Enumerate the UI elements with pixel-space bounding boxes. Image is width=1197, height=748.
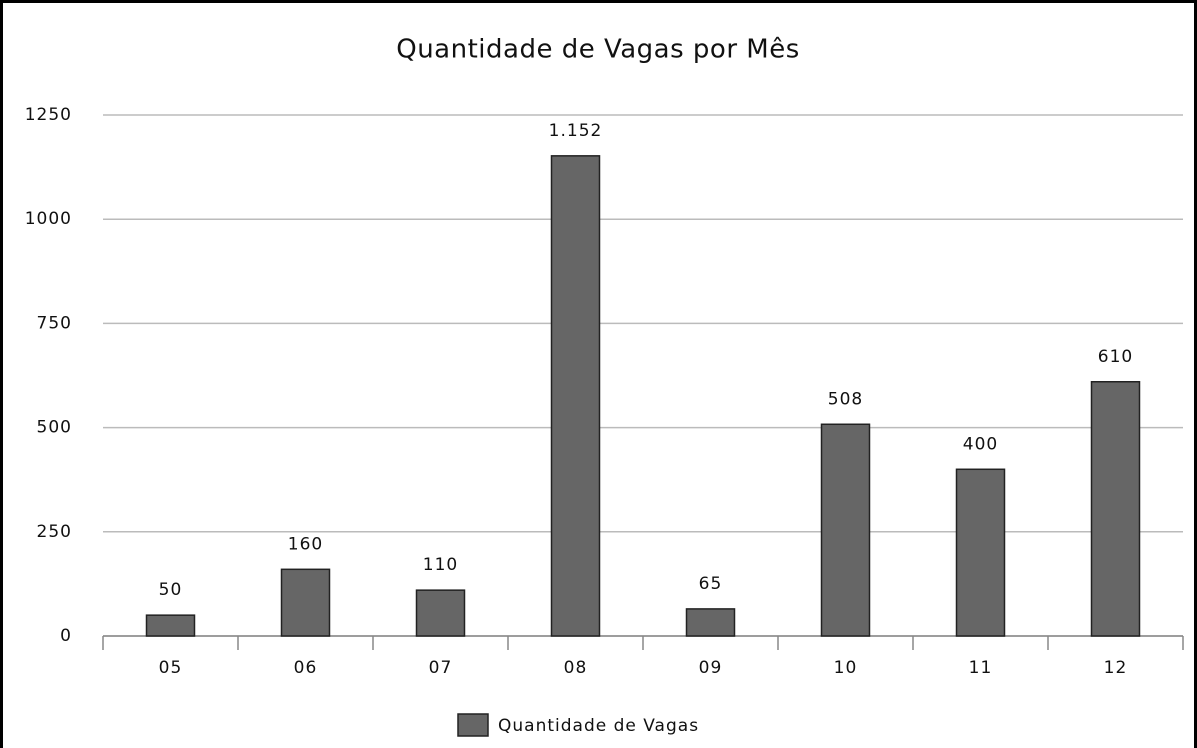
- x-tick-label: 07: [429, 658, 453, 678]
- data-label: 1.152: [549, 121, 603, 141]
- y-tick-label: 0: [60, 626, 72, 646]
- bar: [280, 568, 331, 637]
- bar: [550, 155, 601, 637]
- legend-label: Quantidade de Vagas: [498, 716, 699, 736]
- y-tick-label: 500: [37, 418, 72, 438]
- bar: [955, 468, 1006, 637]
- x-tick-label: 12: [1104, 658, 1128, 678]
- x-tick-label: 08: [564, 658, 588, 678]
- x-tick-label: 11: [969, 658, 993, 678]
- bar: [145, 614, 196, 637]
- y-tick-label: 1000: [25, 209, 72, 229]
- y-tick-label: 1250: [25, 105, 72, 125]
- data-label: 110: [423, 555, 458, 575]
- x-tick-label: 06: [294, 658, 318, 678]
- y-tick-label: 250: [37, 522, 72, 542]
- data-label: 400: [963, 434, 998, 454]
- chart-title: Quantidade de Vagas por Mês: [396, 35, 800, 65]
- y-tick-label: 750: [37, 313, 72, 333]
- bar: [1090, 381, 1141, 637]
- data-label: 508: [828, 389, 863, 409]
- bar: [820, 423, 871, 637]
- data-label: 65: [699, 574, 723, 594]
- x-tick-label: 09: [699, 658, 723, 678]
- x-tick-label: 10: [834, 658, 858, 678]
- bar: [685, 608, 736, 637]
- x-tick-label: 05: [159, 658, 183, 678]
- data-label: 610: [1098, 347, 1133, 367]
- data-label: 160: [288, 534, 323, 554]
- bar: [415, 589, 466, 637]
- data-label: 50: [159, 580, 183, 600]
- legend-swatch: [457, 713, 489, 737]
